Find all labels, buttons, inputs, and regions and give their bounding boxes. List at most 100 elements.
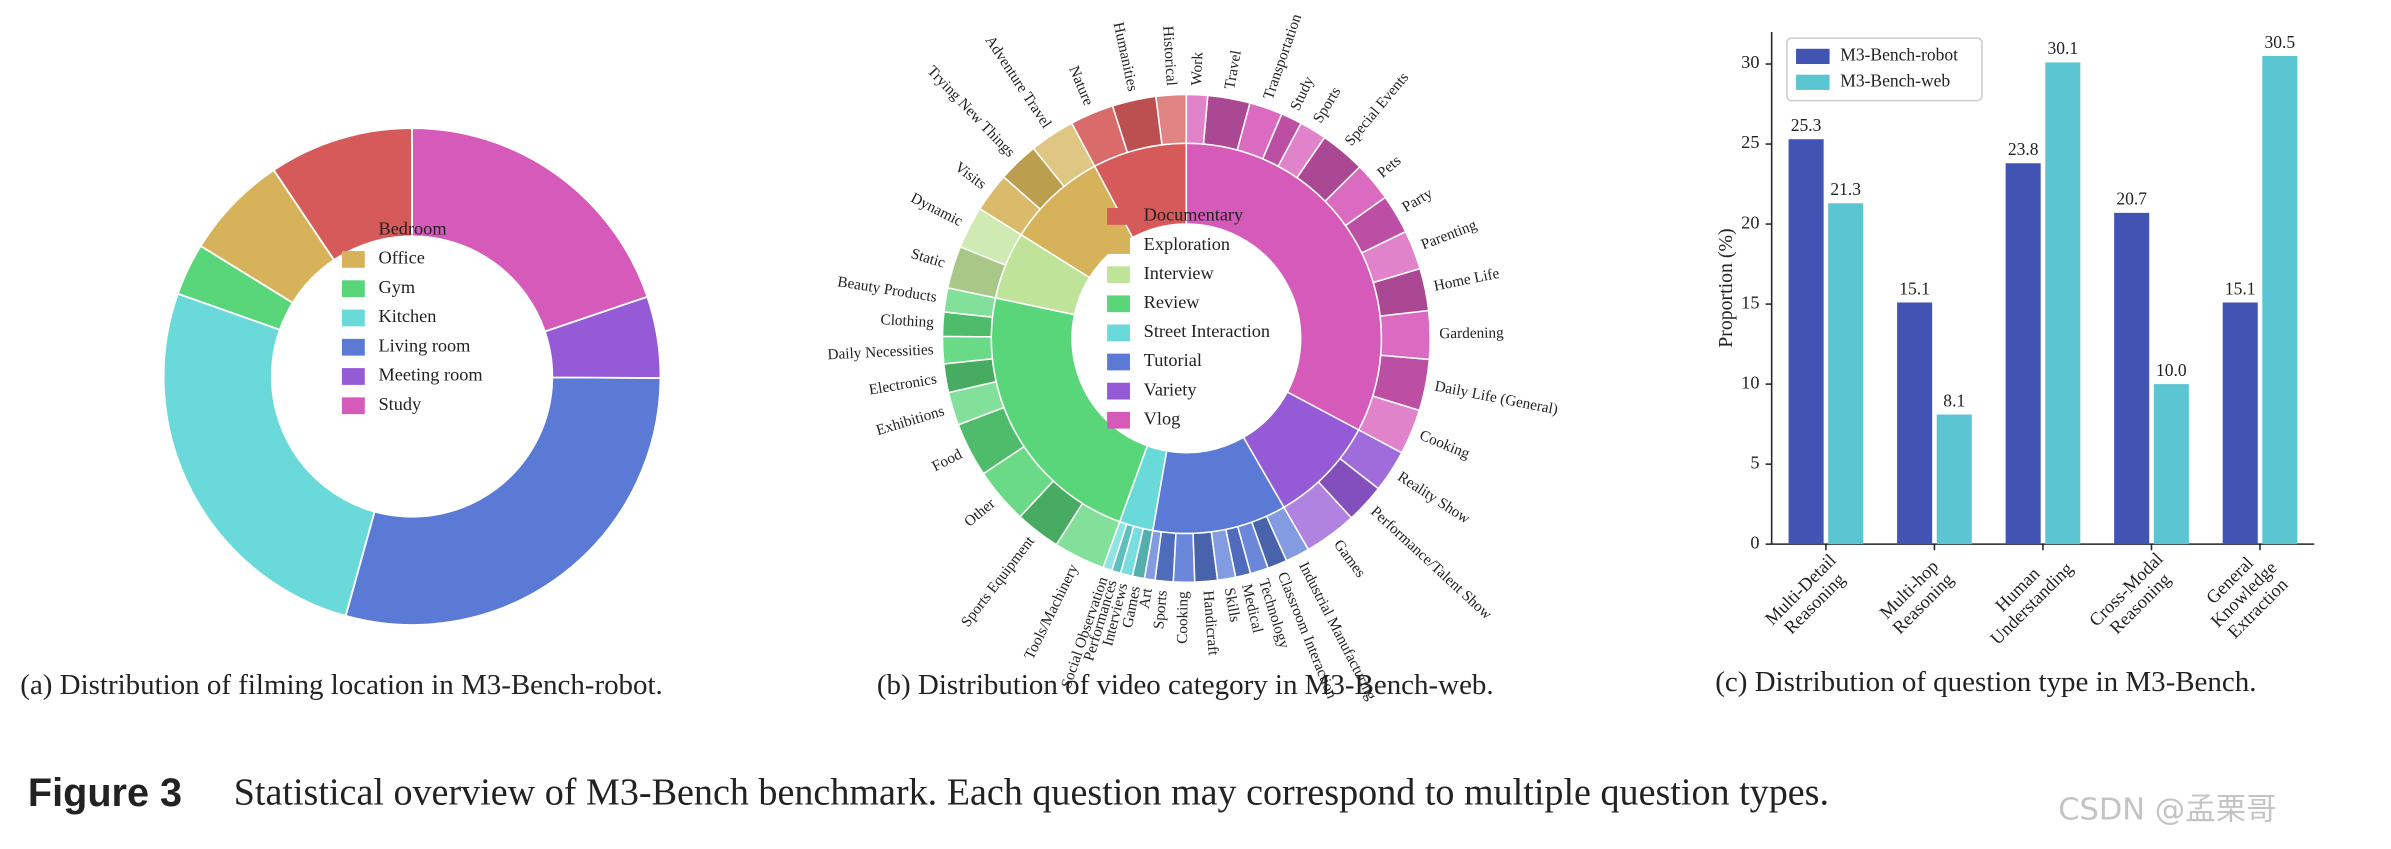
bar-value-label: 10.0 (2156, 360, 2187, 380)
legend-swatch (1107, 353, 1130, 371)
outer-label: Visits (951, 159, 989, 193)
outer-segment (1371, 354, 1431, 412)
legend-swatch (1107, 208, 1130, 225)
outer-segment (1265, 506, 1310, 562)
outer-label: Handicraft (1200, 590, 1222, 657)
outer-label: Historical (1159, 25, 1180, 86)
outer-segment (941, 311, 994, 338)
outer-label: Dynamic (908, 189, 966, 230)
outer-label: Travel (1221, 49, 1245, 91)
outer-label: Clothing (880, 311, 935, 331)
legend-swatch (1107, 237, 1130, 254)
legend-label: Study (379, 394, 423, 414)
outer-label: Food (929, 446, 965, 476)
donut-slice (411, 127, 649, 333)
outer-segment (1224, 525, 1252, 579)
outer-segment (1357, 395, 1421, 454)
legend-label: Variety (1144, 379, 1198, 399)
outer-label: Special Events (1341, 69, 1412, 149)
outer-segment (1070, 104, 1129, 168)
bar-value-label: 23.8 (2008, 139, 2039, 159)
legend-box (1786, 37, 1983, 102)
outer-label: Games (1330, 537, 1369, 581)
outer-segment (943, 286, 997, 319)
outer-segment (1317, 457, 1380, 519)
x-tick-label: Multi-DetailReasoning (1761, 550, 1854, 643)
donut-slice (344, 376, 662, 626)
legend-swatch (1107, 324, 1130, 342)
legend-label: Kitchen (379, 306, 437, 326)
outer-segment (1154, 531, 1177, 583)
legend-swatch (341, 368, 365, 385)
bar (2045, 62, 2081, 545)
legend-swatch (341, 338, 365, 356)
legend-swatch (341, 251, 365, 268)
legend-label: Bedroom (379, 218, 447, 238)
outer-label: Other (961, 495, 998, 530)
legend-label: Office (379, 248, 425, 268)
donut-slice (543, 295, 662, 379)
outer-label: Home Life (1432, 265, 1501, 295)
outer-segment (1236, 521, 1270, 575)
outer-segment (947, 380, 1005, 426)
bar-value-label: 25.3 (1791, 115, 1822, 135)
x-tick-label-group: GeneralKnowledgeExtraction (2202, 553, 2292, 643)
outer-segment (1002, 147, 1066, 211)
caption: (c) Distribution of question type in M3-… (1715, 666, 2256, 698)
legend-swatch (341, 397, 365, 415)
outer-label: Daily Life (General) (1433, 378, 1559, 419)
outer-label: Daily Necessities (827, 341, 934, 363)
outer-label: Work (1188, 51, 1206, 86)
outer-label: Study (1287, 74, 1318, 114)
legend-label: Documentary (1144, 205, 1244, 225)
outer-segment (1119, 525, 1145, 578)
outer-segment (1360, 230, 1421, 284)
outer-label: Reality Show (1394, 468, 1472, 527)
outer-segment (959, 207, 1023, 267)
outer-label: Art (1136, 586, 1156, 609)
donut-slice (162, 292, 376, 618)
figure-caption: Statistical overview of M3-Bench benchma… (234, 771, 1829, 813)
y-tick-label: 0 (1750, 532, 1759, 552)
outer-segment (1344, 196, 1407, 254)
caption: (b) Distribution of video category in M3… (877, 669, 1494, 701)
outer-label: Sports (1310, 84, 1345, 126)
x-tick-label: Multi-hopReasoning (1875, 555, 1958, 638)
bar-value-label: 30.1 (2047, 38, 2078, 58)
legend-swatch (1107, 382, 1130, 400)
outer-label: Performance/Talent Show (1367, 503, 1495, 623)
outer-segment (978, 175, 1042, 236)
legend-label: M3-Bench-robot (1840, 44, 1958, 64)
legend-swatch (1107, 295, 1130, 313)
outer-label: Sports (1150, 589, 1170, 629)
legend-label: Exploration (1144, 234, 1230, 254)
outer-label: Pets (1374, 152, 1404, 181)
outer-label: Static (909, 245, 947, 271)
outer-segment (941, 335, 994, 365)
outer-segment (1111, 95, 1163, 154)
outer-label: Sports Equipment (958, 532, 1039, 630)
legend-label: Tutorial (1144, 350, 1202, 370)
bar (2114, 212, 2150, 545)
outer-segment (1323, 165, 1387, 227)
outer-segment (1192, 531, 1219, 583)
bar (2222, 302, 2258, 545)
x-tick-label-group: Multi-hopReasoning (1875, 555, 1958, 638)
caption: (a) Distribution of filming location in … (20, 669, 662, 701)
outer-segment (1379, 309, 1431, 361)
outer-segment (1372, 267, 1430, 317)
outer-label: Humanities (1110, 21, 1142, 93)
outer-segment (1236, 101, 1283, 160)
outer-segment (1032, 122, 1096, 188)
outer-label: Cooking (1174, 591, 1191, 644)
legend-label: Meeting room (379, 365, 483, 385)
legend-label: M3-Bench-web (1840, 70, 1950, 90)
x-tick-label: HumanUnderstanding (1972, 544, 2076, 648)
bar (2005, 163, 2041, 545)
figure-label: Figure 3 (28, 771, 182, 815)
outer-label: Parenting (1419, 216, 1480, 253)
bar (1788, 139, 1824, 545)
outer-label: Skills (1221, 586, 1244, 623)
